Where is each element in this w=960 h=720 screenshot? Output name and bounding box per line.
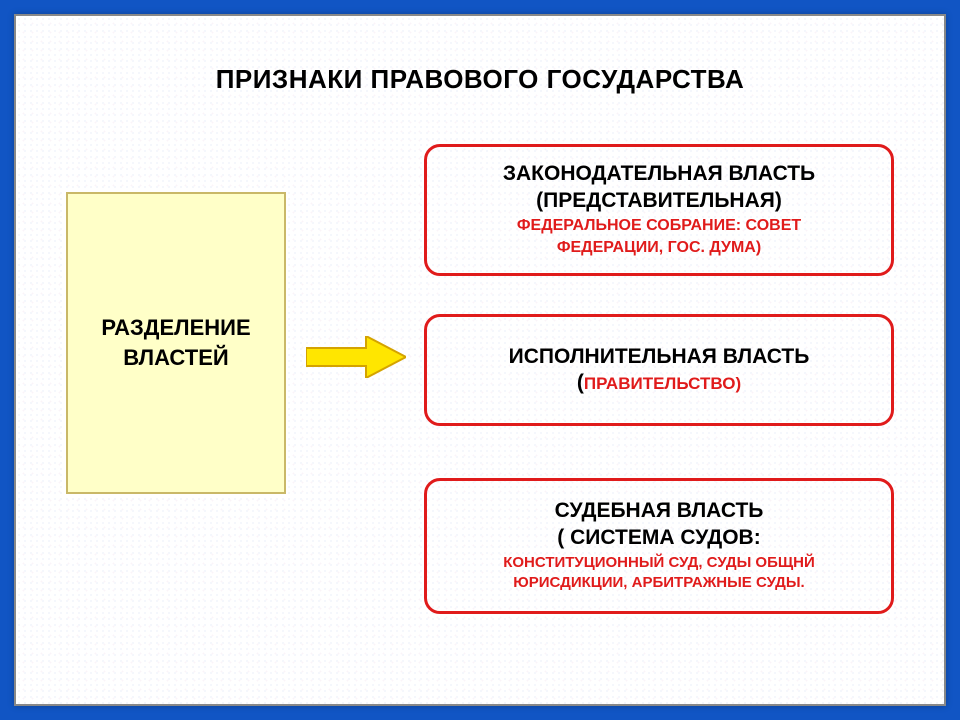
branch-legislative: ЗАКОНОДАТЕЛЬНАЯ ВЛАСТЬ (ПРЕДСТАВИТЕЛЬНАЯ… xyxy=(424,144,894,276)
judicial-title-1: СУДЕБНАЯ ВЛАСТЬ xyxy=(555,497,764,524)
arrow-icon xyxy=(306,336,406,378)
branch-executive: ИСПОЛНИТЕЛЬНАЯ ВЛАСТЬ (ПРАВИТЕЛЬСТВО) xyxy=(424,314,894,426)
executive-sub: (ПРАВИТЕЛЬСТВО) xyxy=(577,371,741,395)
legislative-title-1: ЗАКОНОДАТЕЛЬНАЯ ВЛАСТЬ xyxy=(503,160,815,187)
legislative-sub-1: ФЕДЕРАЛЬНОЕ СОБРАНИЕ: СОВЕТ xyxy=(517,216,801,236)
executive-sub-prefix: ( xyxy=(577,371,584,394)
slide-title: ПРИЗНАКИ ПРАВОВОГО ГОСУДАРСТВА xyxy=(16,64,944,95)
separation-of-powers-box: РАЗДЕЛЕНИЕ ВЛАСТЕЙ xyxy=(66,192,286,494)
executive-sub-red: ПРАВИТЕЛЬСТВО) xyxy=(584,374,741,393)
judicial-sub-1: КОНСТИТУЦИОННЫЙ СУД, СУДЫ ОБЩНЙ xyxy=(503,554,815,573)
arrow-shape xyxy=(306,336,406,378)
slide-inner-frame: ПРИЗНАКИ ПРАВОВОГО ГОСУДАРСТВА РАЗДЕЛЕНИ… xyxy=(14,14,946,706)
separation-of-powers-label: РАЗДЕЛЕНИЕ ВЛАСТЕЙ xyxy=(68,313,284,372)
legislative-title-2: (ПРЕДСТАВИТЕЛЬНАЯ) xyxy=(536,187,782,214)
judicial-sub-2: ЮРИСДИКЦИИ, АРБИТРАЖНЫЕ СУДЫ. xyxy=(513,574,804,593)
judicial-title-2: ( СИСТЕМА СУДОВ: xyxy=(557,524,760,551)
legislative-sub-2: ФЕДЕРАЦИИ, ГОС. ДУМА) xyxy=(557,238,761,258)
slide-outer-frame: ПРИЗНАКИ ПРАВОВОГО ГОСУДАРСТВА РАЗДЕЛЕНИ… xyxy=(0,0,960,720)
slide-content: ПРИЗНАКИ ПРАВОВОГО ГОСУДАРСТВА РАЗДЕЛЕНИ… xyxy=(16,16,944,704)
branch-judicial: СУДЕБНАЯ ВЛАСТЬ ( СИСТЕМА СУДОВ: КОНСТИТ… xyxy=(424,478,894,614)
executive-title: ИСПОЛНИТЕЛЬНАЯ ВЛАСТЬ xyxy=(509,343,810,370)
